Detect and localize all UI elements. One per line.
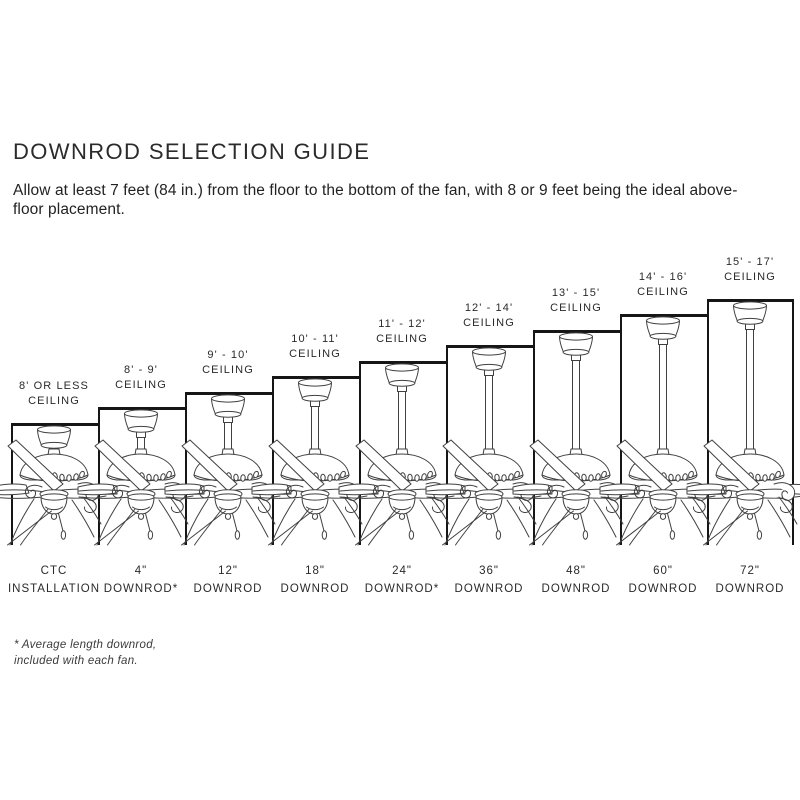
ceiling-step-box bbox=[620, 314, 707, 545]
footnote-line2: included with each fan. bbox=[14, 655, 138, 667]
downrod-word-text: DOWNROD bbox=[628, 583, 698, 595]
downrod-size-text: CTC bbox=[40, 565, 68, 577]
ceiling-step-box bbox=[533, 330, 620, 545]
ceiling-height-label: 9' - 10' CEILING bbox=[168, 348, 288, 378]
ceiling-step-box bbox=[707, 299, 794, 545]
downrod-size-text: 18" bbox=[305, 565, 325, 577]
downrod-size-text: 48" bbox=[566, 565, 586, 577]
ceiling-fan-icon bbox=[164, 394, 292, 546]
ceiling-height-label: 14' - 16' CEILING bbox=[603, 270, 723, 300]
downrod-word-text: DOWNROD bbox=[280, 583, 350, 595]
ceiling-height-label: 13' - 15' CEILING bbox=[516, 286, 636, 316]
downrod-size-text: 36" bbox=[479, 565, 499, 577]
ceiling-word-text: CEILING bbox=[202, 364, 254, 376]
ceiling-height-label: 11' - 12' CEILING bbox=[342, 317, 462, 347]
downrod-label: 60" DOWNROD bbox=[603, 562, 723, 598]
ceiling-word-text: CEILING bbox=[115, 379, 167, 391]
page-subtitle: Allow at least 7 feet (84 in.) from the … bbox=[13, 182, 738, 218]
downrod-label: 72" DOWNROD bbox=[690, 562, 800, 598]
ceiling-step-box bbox=[272, 376, 359, 545]
ceiling-height-label: 12' - 14' CEILING bbox=[429, 301, 549, 331]
ceiling-word-text: CEILING bbox=[376, 333, 428, 345]
ceiling-range-text: 13' - 15' bbox=[551, 287, 601, 299]
ceiling-range-text: 14' - 16' bbox=[638, 271, 688, 283]
ceiling-word-text: CEILING bbox=[463, 317, 515, 329]
ceiling-word-text: CEILING bbox=[637, 286, 689, 298]
ceiling-word-text: CEILING bbox=[28, 395, 80, 407]
downrod-label: 36" DOWNROD bbox=[429, 562, 549, 598]
ceiling-range-text: 8' OR LESS bbox=[19, 380, 89, 392]
downrod-label: 12" DOWNROD bbox=[168, 562, 288, 598]
downrod-size-text: 72" bbox=[740, 565, 760, 577]
downrod-word-text: DOWNROD bbox=[193, 583, 263, 595]
downrod-label: CTC INSTALLATION bbox=[0, 562, 114, 598]
ceiling-fan-icon bbox=[425, 347, 553, 546]
ceiling-step-box bbox=[185, 392, 272, 545]
ceiling-fan-icon bbox=[251, 378, 379, 546]
ceiling-fan-icon bbox=[512, 332, 640, 546]
ceiling-height-label: 15' - 17' CEILING bbox=[690, 255, 800, 285]
footnote: * Average length downrod, included with … bbox=[14, 637, 156, 669]
downrod-word-text: DOWNROD* bbox=[364, 583, 440, 595]
ceiling-step-box bbox=[359, 361, 446, 545]
ceiling-range-text: 12' - 14' bbox=[464, 302, 514, 314]
ceiling-word-text: CEILING bbox=[550, 302, 602, 314]
downrod-size-text: 12" bbox=[218, 565, 238, 577]
ceiling-range-text: 15' - 17' bbox=[725, 256, 775, 268]
ceiling-fan-icon bbox=[77, 409, 205, 546]
fan-illustrations bbox=[0, 301, 800, 546]
downrod-label: 24" DOWNROD* bbox=[342, 562, 462, 598]
ceiling-range-text: 8' - 9' bbox=[124, 364, 158, 376]
ceiling-step-box bbox=[98, 407, 185, 545]
footnote-line1: * Average length downrod, bbox=[14, 639, 157, 651]
downrod-size-text: 4" bbox=[134, 565, 148, 577]
ceiling-range-text: 10' - 11' bbox=[291, 333, 339, 345]
downrod-label: 48" DOWNROD bbox=[516, 562, 636, 598]
ceiling-fan-icon bbox=[0, 425, 118, 546]
downrod-label: 4" DOWNROD* bbox=[81, 562, 201, 598]
page-title: DOWNROD SELECTION GUIDE bbox=[13, 139, 371, 164]
downrod-word-text: DOWNROD* bbox=[103, 583, 179, 595]
ceiling-word-text: CEILING bbox=[724, 271, 776, 283]
downrod-size-text: 60" bbox=[653, 565, 673, 577]
downrod-label: 18" DOWNROD bbox=[255, 562, 375, 598]
ceiling-height-label: 8' OR LESS CEILING bbox=[0, 379, 114, 409]
downrod-word-text: DOWNROD bbox=[454, 583, 524, 595]
downrod-word-text: DOWNROD bbox=[541, 583, 611, 595]
ceiling-height-label: 8' - 9' CEILING bbox=[81, 363, 201, 393]
ceiling-word-text: CEILING bbox=[289, 348, 341, 360]
ceiling-range-text: 11' - 12' bbox=[378, 318, 426, 330]
ceiling-fan-icon bbox=[338, 363, 466, 546]
ceiling-range-text: 9' - 10' bbox=[207, 349, 249, 361]
downrod-word-text: DOWNROD bbox=[715, 583, 785, 595]
ceiling-fan-icon bbox=[686, 301, 800, 546]
ceiling-height-label: 10' - 11' CEILING bbox=[255, 332, 375, 362]
downrod-size-text: 24" bbox=[392, 565, 412, 577]
ceiling-fan-icon bbox=[599, 316, 727, 546]
downrod-word-text: INSTALLATION bbox=[7, 583, 101, 595]
